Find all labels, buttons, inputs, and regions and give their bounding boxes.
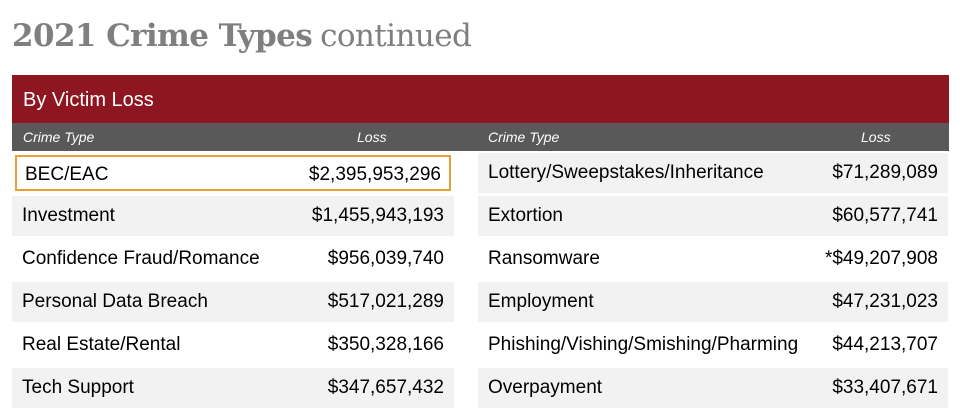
crime-type-name: Employment: [488, 291, 594, 312]
column-header-bar: Crime Type Loss Crime Type Loss: [12, 123, 949, 151]
table-row: Extortion $60,577,741: [478, 196, 948, 236]
page-title-sub: continued: [320, 18, 472, 54]
crime-type-name: BEC/EAC: [25, 164, 109, 185]
crime-loss-value: $33,407,671: [832, 377, 938, 398]
crime-type-name: Real Estate/Rental: [22, 334, 181, 355]
column-header-left-type: Crime Type: [23, 129, 95, 145]
table-row: Investment $1,455,943,193: [12, 196, 454, 236]
table-row: Overpayment $33,407,671: [478, 368, 948, 408]
crime-type-name: Personal Data Breach: [22, 291, 208, 312]
section-header: By Victim Loss: [12, 75, 949, 123]
table-row: Real Estate/Rental $350,328,166: [12, 325, 454, 365]
table-row: BEC/EAC $2,395,953,296: [15, 155, 451, 191]
crime-loss-value: $517,021,289: [327, 291, 444, 312]
crime-loss-value: $60,577,741: [832, 205, 938, 226]
page-title: 2021 Crime Types continued: [12, 12, 472, 60]
crime-loss-value: $47,231,023: [832, 291, 938, 312]
table-row: Confidence Fraud/Romance $956,039,740: [12, 239, 454, 279]
column-header-left-loss: Loss: [357, 129, 387, 145]
crime-type-name: Phishing/Vishing/Smishing/Pharming: [488, 334, 799, 355]
crime-loss-value: *$49,207,908: [824, 248, 938, 269]
crime-type-name: Confidence Fraud/Romance: [22, 248, 260, 269]
crime-loss-value: $1,455,943,193: [311, 205, 444, 226]
crime-loss-table: By Victim Loss Crime Type Loss Crime Typ…: [12, 75, 949, 408]
table-row: Employment $47,231,023: [478, 282, 948, 322]
table-row: Personal Data Breach $517,021,289: [12, 282, 454, 322]
table-row: Ransomware *$49,207,908: [478, 239, 948, 279]
crime-type-name: Investment: [22, 205, 115, 226]
table-row: Phishing/Vishing/Smishing/Pharming $44,2…: [478, 325, 948, 365]
page-title-main: 2021 Crime Types: [12, 18, 313, 54]
crime-loss-value: $71,289,089: [832, 162, 938, 183]
column-header-right-type: Crime Type: [488, 129, 560, 145]
crime-loss-value: $350,328,166: [327, 334, 444, 355]
table-row: Tech Support $347,657,432: [12, 368, 454, 408]
crime-loss-value: $44,213,707: [832, 334, 938, 355]
table-row: Lottery/Sweepstakes/Inheritance $71,289,…: [478, 153, 948, 193]
crime-type-name: Lottery/Sweepstakes/Inheritance: [488, 162, 764, 183]
crime-loss-value: $2,395,953,296: [308, 164, 441, 185]
crime-loss-value: $956,039,740: [327, 248, 444, 269]
crime-type-name: Extortion: [488, 205, 563, 226]
crime-type-name: Overpayment: [488, 377, 603, 398]
crime-type-name: Ransomware: [488, 248, 600, 269]
crime-type-name: Tech Support: [22, 377, 134, 398]
crime-loss-value: $347,657,432: [327, 377, 444, 398]
column-header-right-loss: Loss: [861, 129, 891, 145]
